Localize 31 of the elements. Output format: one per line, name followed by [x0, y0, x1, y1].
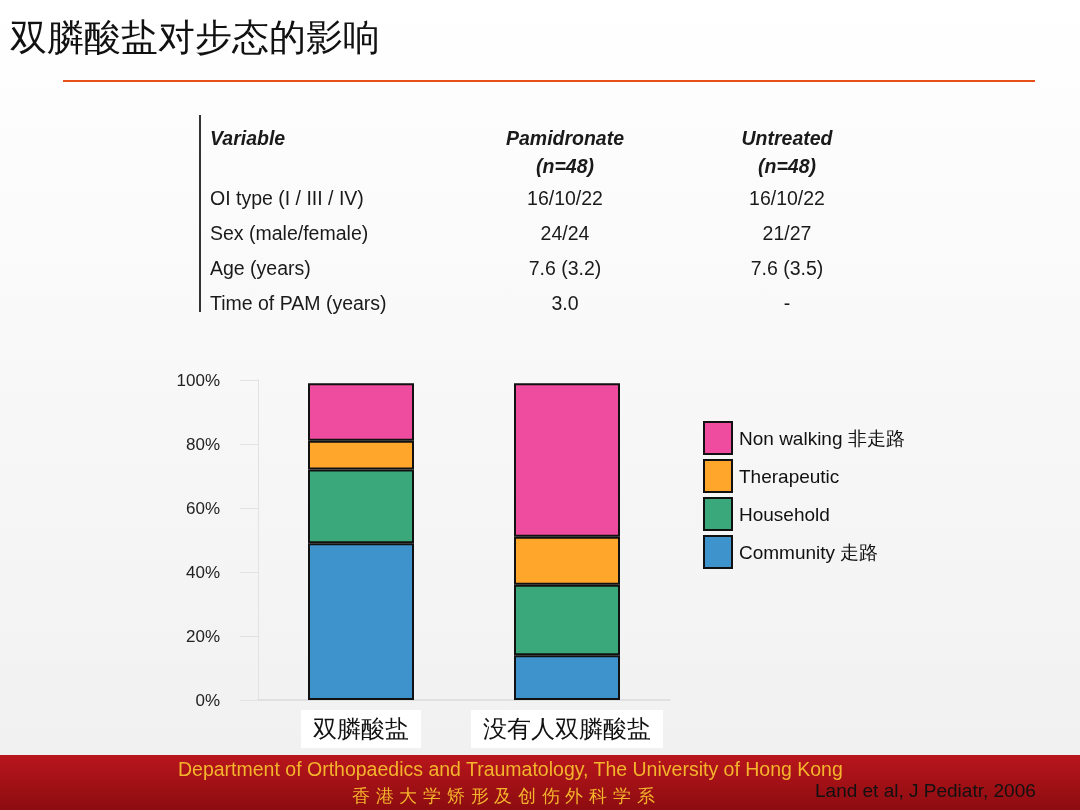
legend-label: Household: [739, 503, 830, 525]
text: Time of PAM (years): [210, 292, 387, 314]
text: 7.6 (3.5): [750, 257, 824, 279]
legend-label: Therapeutic: [739, 465, 840, 487]
text: Untreated (n=48): [740, 126, 834, 179]
text: 24/24: [540, 222, 590, 244]
text: 21/27: [762, 222, 812, 244]
x-tick-label: 没有人双膦酸盐: [483, 715, 651, 743]
legend-label: Non walking 非走路: [739, 427, 905, 449]
text: Sex (male/female): [210, 222, 369, 244]
text: OI type (I / III / IV): [210, 187, 364, 209]
text: 3.0: [551, 292, 579, 314]
text: Age (years): [210, 257, 311, 279]
y-tick-label: 80%: [185, 434, 220, 454]
text: 双膦酸盐对步态的影响: [10, 15, 380, 61]
text: -: [783, 292, 791, 314]
y-tick-label: 100%: [176, 370, 220, 390]
text: 16/10/22: [749, 187, 825, 209]
y-tick-label: 40%: [185, 562, 220, 582]
text: Department of Orthopaedics and Traumatology, The University of Hong Kong: [178, 758, 843, 781]
text: 香 港 大 学 矫 形 及 创 伤 外 科 学 系: [352, 784, 655, 808]
text: Pamidronate (n=48): [504, 126, 626, 179]
y-tick-label: 20%: [185, 626, 220, 646]
text: Variable: [210, 126, 286, 151]
y-tick-label: 60%: [185, 498, 220, 518]
text: 7.6 (3.2): [528, 257, 602, 279]
x-tick-label: 双膦酸盐: [313, 715, 409, 743]
y-tick-label: 0%: [195, 690, 220, 710]
text: 16/10/22: [527, 187, 603, 209]
legend-label: Community 走路: [739, 541, 879, 563]
text: Land et al, J Pediatr, 2006: [815, 780, 1036, 802]
